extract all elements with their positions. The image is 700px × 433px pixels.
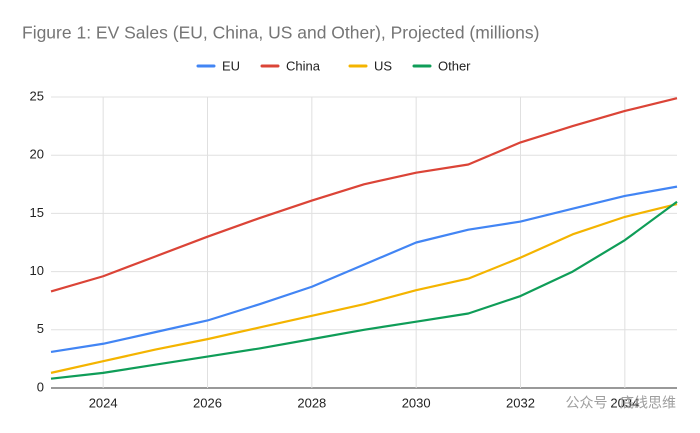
series-line (50, 185, 678, 354)
series-line (50, 200, 678, 380)
y-tick-label: 0 (37, 379, 44, 394)
x-tick-label: 2030 (402, 395, 431, 410)
x-tick-label: 2028 (297, 395, 326, 410)
watermark: 公众号 · 底线思维 (566, 395, 676, 411)
series-line (50, 97, 678, 293)
y-tick-label: 25 (30, 88, 44, 103)
legend-label: EU (222, 58, 240, 73)
y-tick-label: 5 (37, 321, 44, 336)
legend-label: China (286, 58, 321, 73)
x-tick-label: 2024 (89, 395, 118, 410)
legend-label: US (374, 58, 392, 73)
y-tick-label: 15 (30, 205, 44, 220)
chart-title: Figure 1: EV Sales (EU, China, US and Ot… (22, 23, 539, 43)
series-line (50, 203, 678, 374)
legend-label: Other (438, 58, 471, 73)
x-tick-label: 2034 (610, 395, 639, 410)
y-tick-label: 20 (30, 147, 44, 162)
x-tick-label: 2026 (193, 395, 222, 410)
y-tick-label: 10 (30, 263, 44, 278)
x-tick-label: 2032 (506, 395, 535, 410)
